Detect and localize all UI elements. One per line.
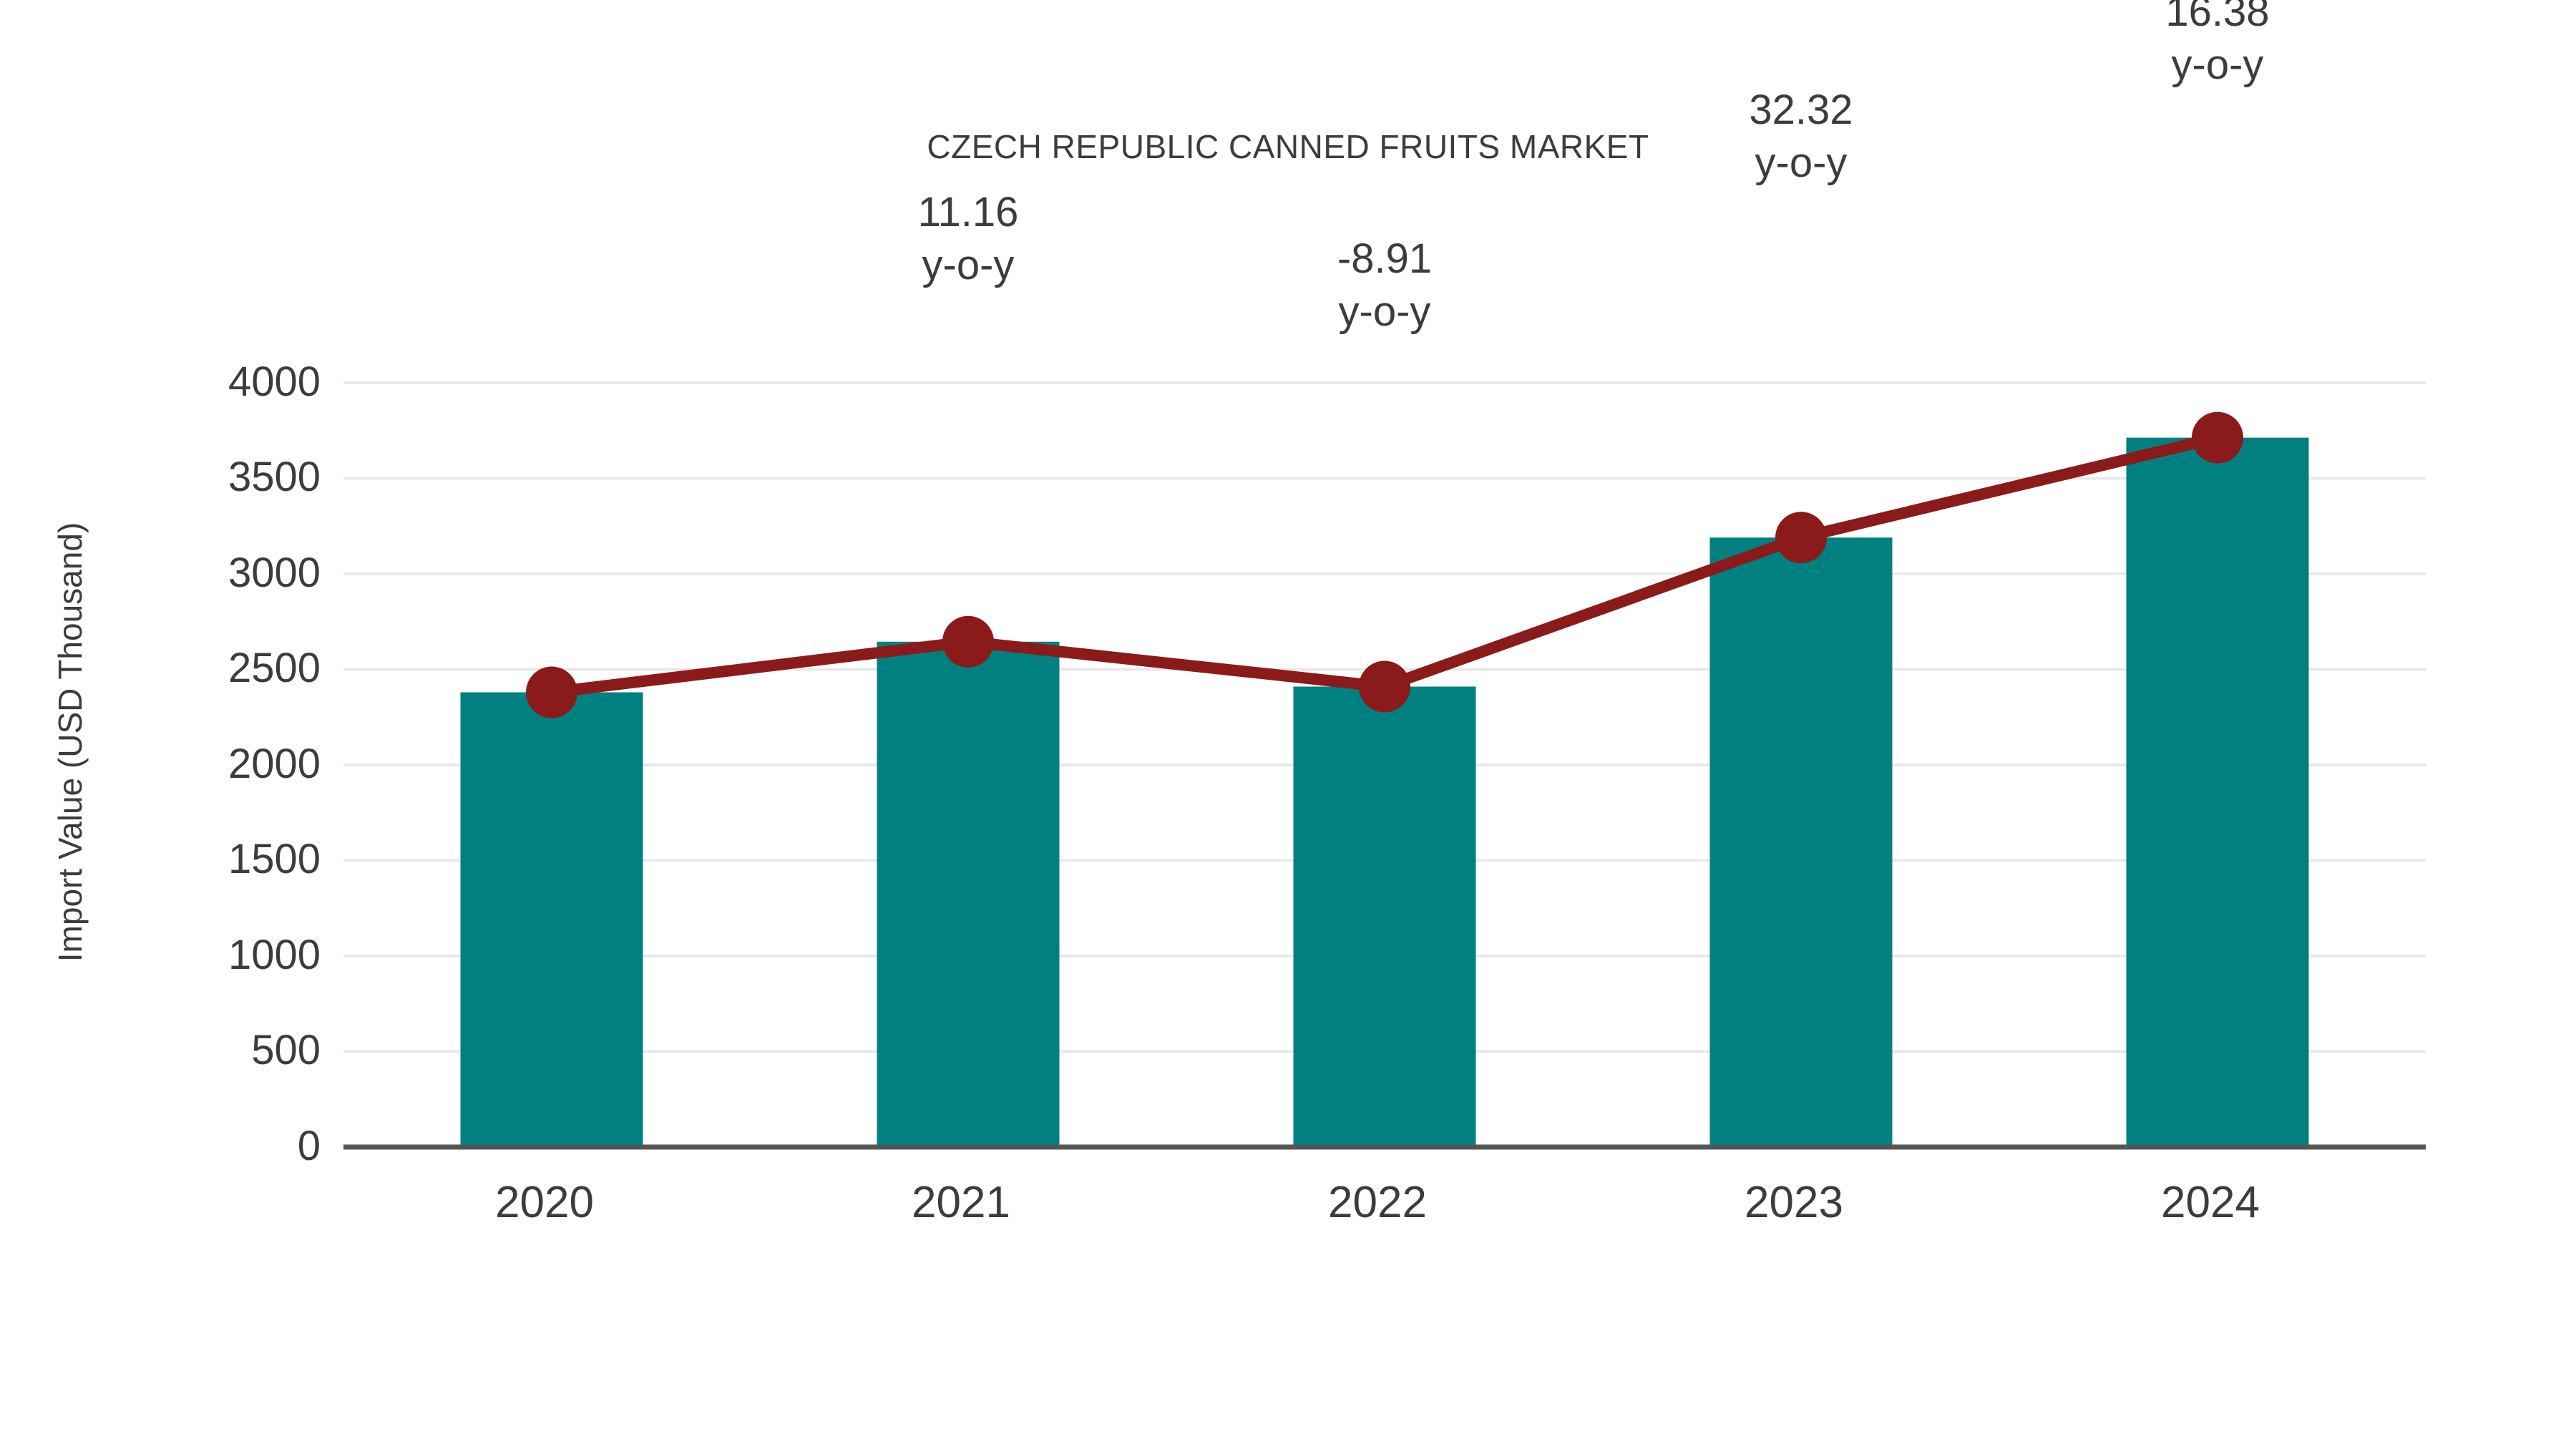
data-label-2024: 16.38 y-o-y <box>2067 0 2368 92</box>
line-marker-2022[interactable] <box>1359 660 1410 713</box>
bar-series <box>460 437 2309 1147</box>
x-tick-label-2022: 2022 <box>1328 1178 1427 1227</box>
y-tick-label-3500: 3500 <box>228 454 321 500</box>
x-tick-label-2024: 2024 <box>2161 1178 2260 1227</box>
data-label-2022-unit: y-o-y <box>1338 288 1431 336</box>
data-label-2024-value: 16.38 <box>2165 0 2270 35</box>
x-tick-label-2021: 2021 <box>912 1178 1010 1227</box>
bar-2024[interactable] <box>2126 437 2309 1147</box>
plot-svg <box>343 381 2426 1150</box>
x-tick-label-2023: 2023 <box>1745 1178 1843 1227</box>
y-tick-label-1500: 1500 <box>228 836 321 882</box>
y-tick-label-3000: 3000 <box>228 550 321 596</box>
bar-2021[interactable] <box>877 641 1060 1147</box>
plot-area <box>343 372 2426 1159</box>
bar-2022[interactable] <box>1293 686 1476 1147</box>
chart-title: CZECH REPUBLIC CANNED FRUITS MARKET <box>927 128 1649 165</box>
y-axis-title: Import Value (USD Thousand) <box>52 522 89 962</box>
y-tick-label-2500: 2500 <box>228 645 321 691</box>
line-marker-2020[interactable] <box>526 666 577 718</box>
x-tick-label-2020: 2020 <box>495 1178 594 1227</box>
line-marker-2021[interactable] <box>942 615 994 668</box>
y-tick-label-4000: 4000 <box>228 358 321 405</box>
data-label-2022: -8.91 y-o-y <box>1234 233 1535 338</box>
data-label-2023-unit: y-o-y <box>1755 140 1848 187</box>
data-label-2024-unit: y-o-y <box>2171 42 2264 89</box>
bar-2020[interactable] <box>460 692 643 1147</box>
data-label-2021: 11.16 y-o-y <box>818 186 1118 292</box>
data-label-2023-value: 32.32 <box>1749 87 1853 133</box>
data-label-2023: 32.32 y-o-y <box>1651 84 1951 190</box>
y-tick-label-500: 500 <box>251 1027 321 1073</box>
data-label-2021-unit: y-o-y <box>922 242 1015 289</box>
line-markers <box>526 411 2243 718</box>
line-series <box>546 431 2223 698</box>
data-label-2021-value: 11.16 <box>917 189 1019 235</box>
line-marker-2024[interactable] <box>2192 411 2243 464</box>
line-marker-2023[interactable] <box>1775 512 1827 564</box>
y-tick-label-1000: 1000 <box>228 932 321 978</box>
bar-2023[interactable] <box>1709 537 1893 1147</box>
trend-line <box>546 431 2223 698</box>
data-label-2022-value: -8.91 <box>1337 235 1433 282</box>
y-tick-label-0: 0 <box>297 1123 321 1169</box>
y-tick-label-2000: 2000 <box>228 741 321 787</box>
